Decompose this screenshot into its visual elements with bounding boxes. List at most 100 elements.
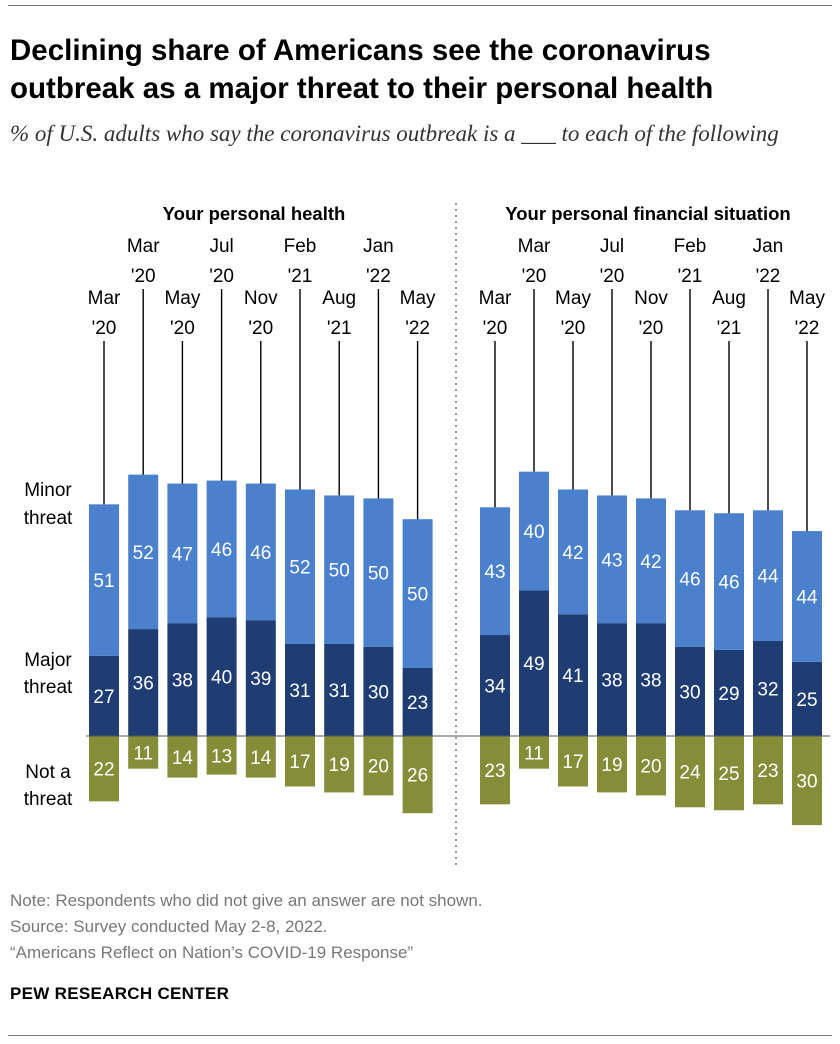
data-label-major: 38 [640,671,661,692]
bar-minor-threat [363,498,394,647]
category-label: Jul [600,236,624,257]
category-label: Feb [674,236,707,257]
data-label-major: 41 [562,666,583,687]
data-label-minor: 46 [211,540,232,561]
data-label-major: 34 [484,677,506,698]
bar-major-threat [363,646,394,736]
category-label: Aug [322,288,356,309]
bar-minor-threat [597,495,627,624]
category-label: Jan [363,236,394,257]
bar-major-threat [245,620,276,736]
bar-major-threat [89,655,119,736]
top-rule [8,5,832,6]
data-label-not: 23 [757,761,778,782]
bar-minor-threat [402,519,433,668]
bar-minor-threat [128,474,159,630]
data-label-not: 14 [172,748,194,769]
category-label: '20 [209,266,234,287]
bar-major-threat [128,629,159,736]
data-label-major: 25 [796,690,817,711]
data-label-major: 39 [250,669,271,690]
category-label: Mar [88,288,121,309]
data-label-not: 20 [368,757,389,778]
category-label: '20 [600,266,625,287]
bar-not-a-threat [363,736,394,796]
data-label-not: 11 [133,743,153,764]
bar-major-threat [675,646,705,736]
bar-not-a-threat [519,736,549,769]
bar-not-a-threat [167,736,198,778]
row-label-minor: threat [24,508,73,529]
data-label-major: 32 [757,679,778,700]
panel-title-1: Your personal health [163,203,346,224]
category-label: May [555,288,591,309]
bar-not-a-threat [675,736,705,808]
row-label-minor: Minor [24,480,72,501]
category-label: Nov [634,288,668,309]
bar-minor-threat [558,489,588,615]
bar-minor-threat [89,504,119,656]
bar-major-threat [285,643,315,736]
category-label: '20 [131,266,156,287]
data-label-minor: 50 [368,564,389,585]
data-label-minor: 40 [523,522,544,543]
bar-not-a-threat [89,736,119,802]
data-label-minor: 47 [172,544,193,565]
data-label-not: 24 [679,763,701,784]
bar-minor-threat [480,507,510,636]
data-label-minor: 46 [250,543,271,564]
bar-minor-threat [753,510,783,641]
bar-major-threat [167,623,198,736]
data-label-minor: 50 [329,561,350,582]
bar-major-threat [636,623,666,736]
bar-major-threat [480,635,510,736]
data-label-not: 25 [718,764,739,785]
category-label: '21 [678,266,703,287]
data-label-minor: 46 [679,570,700,591]
category-label: '21 [327,318,352,339]
bar-major-threat [402,667,433,736]
data-label-minor: 51 [93,571,114,592]
title-line-1: Declining share of Americans see the cor… [10,34,711,67]
data-label-not: 19 [601,755,622,776]
bar-not-a-threat [324,736,355,793]
data-label-major: 49 [523,654,544,675]
bar-minor-threat [324,495,355,644]
chart-title: Declining share of Americans see the cor… [10,32,825,108]
bar-minor-threat [245,483,276,621]
bar-not-a-threat [206,736,237,775]
data-label-minor: 52 [289,558,310,579]
category-label: '22 [756,266,781,287]
bar-major-threat [597,623,627,736]
data-label-major: 23 [407,693,428,714]
category-label: '21 [717,318,742,339]
data-label-not: 23 [484,761,505,782]
category-label: Jul [209,236,233,257]
bar-minor-threat [519,471,549,591]
data-label-major: 36 [133,674,154,695]
data-label-major: 30 [368,682,389,703]
category-label: '20 [483,318,508,339]
data-label-not: 20 [640,757,661,778]
bar-not-a-threat [597,736,627,793]
bar-major-threat [714,649,744,736]
category-label: Mar [127,236,160,257]
data-label-major: 40 [211,668,232,689]
row-label-major: threat [24,677,73,698]
bar-major-threat [753,640,783,736]
source-text: Source: Survey conducted May 2-8, 2022. [10,917,328,936]
data-label-major: 30 [679,682,700,703]
data-label-minor: 52 [133,543,154,564]
chart-subtitle: % of U.S. adults who say the coronavirus… [10,121,779,146]
bar-not-a-threat [753,736,783,805]
category-label: '20 [639,318,664,339]
note-text: Note: Respondents who did not give an an… [10,891,483,910]
data-label-not: 19 [329,755,350,776]
report-title-text: “Americans Reflect on Nation’s COVID-19 … [10,943,414,962]
category-label: '22 [366,266,391,287]
category-label: '21 [288,266,313,287]
category-label: '20 [92,318,117,339]
data-label-major: 38 [172,671,193,692]
organization-name: PEW RESEARCH CENTER [10,984,230,1003]
title-line-2: outbreak as a major threat to their pers… [10,72,714,105]
